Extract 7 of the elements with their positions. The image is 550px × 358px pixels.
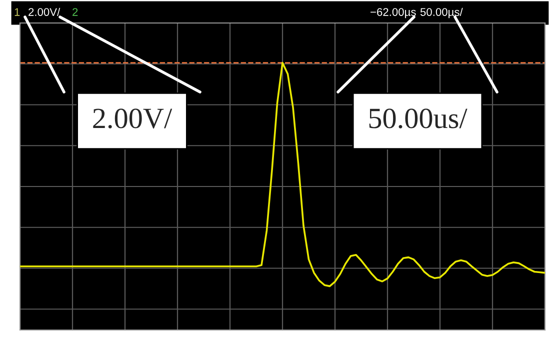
annotation: 2.00V/ <box>93 108 172 128</box>
text: 2.00V/ <box>28 8 60 16</box>
annotation: 50.00us/ <box>369 108 468 128</box>
text: 2 <box>72 8 78 16</box>
text: 50.00µs/ <box>420 8 463 18</box>
text: 1 <box>14 8 20 16</box>
text: −62.00µs <box>370 8 416 18</box>
